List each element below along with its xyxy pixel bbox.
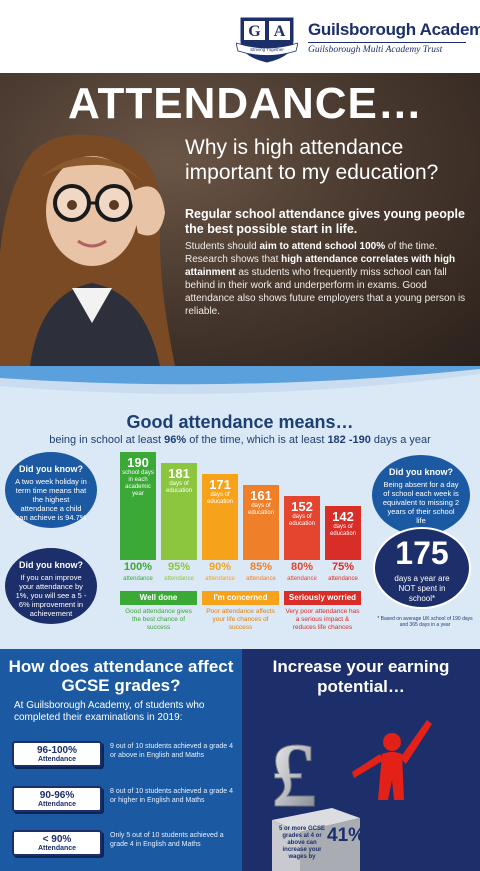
attendance-band-label: Seriously worried: [284, 591, 361, 605]
attendance-percent-label: attendance: [205, 576, 235, 582]
attendance-percent: 80%: [290, 561, 314, 573]
crest-logo: G A Striving Together: [236, 16, 298, 64]
attendance-bar: 142 days of education: [325, 506, 361, 560]
bar-days-label: days of education: [247, 503, 275, 516]
wave-divider: [0, 366, 480, 394]
attendance-percent-label: attendance: [287, 576, 317, 582]
attendance-range-label: Attendance: [37, 801, 77, 808]
gcse-outcome-text: Only 5 out of 10 students achieved a gra…: [110, 832, 224, 848]
days-not-in-school-number: 175: [395, 535, 449, 571]
hero-title: ATTENDANCE…: [68, 79, 423, 128]
attendance-band-label: Well done: [120, 591, 197, 605]
earning-title: Increase your earning potential…: [272, 657, 450, 696]
did-you-know-heading: Did you know?: [19, 464, 83, 474]
attendance-percent-label: attendance: [246, 576, 276, 582]
bar-days-value: 181: [168, 466, 190, 481]
attendance-range-box: 90-96% Attendance: [12, 786, 102, 812]
attendance-percent-label: attendance: [328, 576, 358, 582]
bar-days-label: days of education: [329, 524, 357, 537]
did-you-know-holiday: Did you know? A two week holiday in term…: [5, 452, 97, 528]
attendance-bar: 171 days of education: [202, 474, 238, 560]
hero-lead: Regular school attendance gives young pe…: [185, 207, 465, 236]
attendance-bar: 161 days of education: [243, 485, 279, 560]
bar-days-label: days of education: [288, 514, 316, 527]
did-you-know-text: If you can improve your attendance by 1%…: [15, 573, 87, 618]
attendance-percent: 95%: [167, 561, 191, 573]
header: G A Striving Together Guilsborough Acade…: [0, 0, 480, 73]
pound-icon: £: [271, 724, 317, 826]
school-name: Guilsborough Academy: [308, 20, 480, 39]
attendance-range: 90-96%: [39, 790, 75, 801]
bar-days-value: 161: [250, 488, 272, 503]
days-not-in-school-caption: days a year are NOT spent in school*: [394, 574, 450, 603]
attendance-range: < 90%: [42, 834, 72, 845]
did-you-know-heading: Did you know?: [19, 560, 83, 570]
attendance-range-box: 96-100% Attendance: [12, 741, 102, 767]
gcse-intro: At Guilsborough Academy, of students who…: [14, 700, 205, 723]
attendance-band-text: Poor attendance affects your life chance…: [206, 608, 275, 631]
days-note: * Based on average UK school of 190 days…: [377, 616, 473, 628]
earning-box-text: 5 or more GCSE grades at 4 or above can …: [278, 826, 325, 860]
attendance-range: 96-100%: [36, 745, 78, 756]
attendance-bars: 190 school days in each academic year 181 d…: [120, 452, 365, 560]
did-you-know-heading: Did you know?: [389, 467, 453, 477]
bar-days-value: 142: [332, 509, 354, 524]
attendance-bar: 190 school days in each academic year: [120, 452, 156, 560]
trust-name: Guilsborough Multi Academy Trust: [308, 45, 443, 55]
attendance-percent-label: attendance: [164, 576, 194, 582]
hero-body: Students should aim to attend school 100…: [185, 241, 466, 317]
gcse-outcome-text: 8 out of 10 students achieved a grade 4 …: [110, 788, 233, 804]
attendance-percent: 90%: [208, 561, 232, 573]
attendance-range-box: < 90% Attendance: [12, 830, 102, 856]
good-attendance-subtitle: being in school at least 96% of the time…: [49, 434, 431, 446]
did-you-know-improvement: Did you know? If you can improve your at…: [5, 548, 97, 624]
attendance-bar: 152 days of education: [284, 496, 320, 560]
bar-days-label: days of education: [165, 481, 193, 494]
hero-question: Why is high attendance important to my e…: [185, 136, 439, 184]
good-attendance-title: Good attendance means…: [126, 412, 354, 432]
bar-days-label: days of education: [206, 492, 234, 505]
did-you-know-text: A two week holiday in term time means th…: [15, 477, 87, 522]
pound-sign-figure-illustration: £: [271, 720, 432, 871]
days-not-in-school-circle: 175 days a year are NOT spent in school*: [373, 527, 471, 609]
gcse-outcome-text: 9 out of 10 students achieved a grade 4 …: [110, 743, 233, 759]
earning-percent: 41%: [327, 825, 366, 846]
attendance-band-label: I'm concerned: [202, 591, 279, 605]
attendance-percent: 75%: [331, 561, 355, 573]
did-you-know-text: Being absent for a day of school each we…: [382, 480, 460, 525]
crest-letter-right: A: [274, 23, 286, 40]
attendance-percent: 85%: [249, 561, 273, 573]
gcse-title: How does attendance affect GCSE grades?: [8, 657, 234, 695]
bar-days-value: 190: [127, 455, 149, 470]
crest-letter-left: G: [248, 23, 261, 40]
bar-days-value: 152: [291, 499, 313, 514]
bar-days-value: 171: [209, 477, 231, 492]
girl-with-glasses-illustration: [0, 134, 175, 366]
did-you-know-absence: Did you know? Being absent for a day of …: [372, 455, 470, 535]
attendance-band-text: Good attendance gives the best chance of…: [125, 608, 192, 631]
attendance-range-label: Attendance: [37, 845, 77, 852]
attendance-band-text: Very poor attendance has a serious impac…: [285, 608, 360, 631]
hero-section: ATTENDANCE… Why is high attendance impor…: [0, 73, 480, 366]
school-name-rule: [308, 42, 466, 43]
attendance-percent-label: attendance: [123, 576, 153, 582]
crest-motto: Striving Together: [250, 47, 284, 52]
attendance-percent: 100%: [123, 561, 153, 573]
attendance-bar: 181 days of education: [161, 463, 197, 560]
attendance-range-label: Attendance: [37, 756, 77, 763]
bar-days-label: school days in each academic year: [122, 470, 154, 497]
